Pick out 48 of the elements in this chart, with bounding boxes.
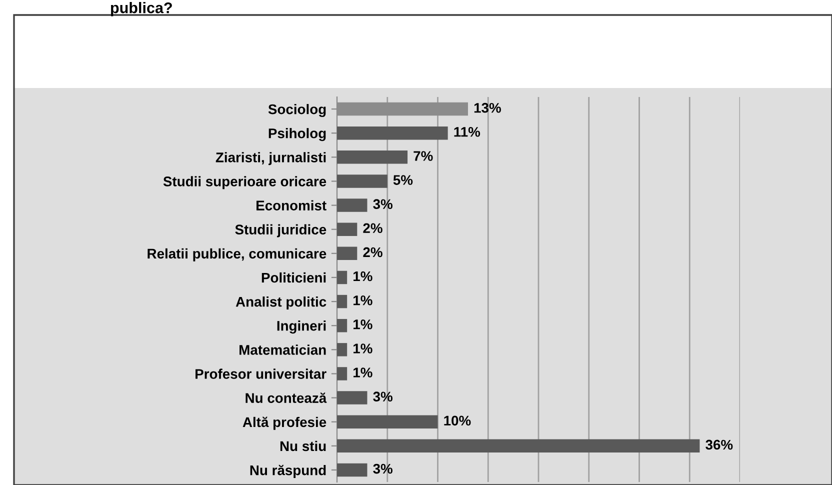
bar (337, 126, 448, 140)
bar (337, 222, 358, 236)
bar (337, 415, 438, 428)
y-tick-label: Studii superioare oricare (163, 176, 326, 190)
data-label: 1% (354, 320, 372, 330)
y-tick-label: Matematician (240, 344, 326, 355)
bar (337, 367, 348, 380)
data-label: 5% (393, 175, 413, 185)
bar (337, 270, 348, 284)
bar (337, 198, 368, 212)
data-label: 3% (373, 392, 392, 402)
data-label: 1% (354, 295, 372, 306)
y-tick-label: Ziaristi, jurnalisti (216, 152, 326, 166)
y-tick-label: Profesor universitar (196, 368, 326, 379)
bar (337, 343, 348, 356)
y-tick-label: Ingineri (277, 320, 326, 334)
data-label: 10% (444, 416, 471, 426)
bar (337, 174, 388, 188)
text: publica? (111, 2, 172, 16)
y-tick-label: Studii juridice (235, 224, 326, 238)
y-tick-label: Sociolog (268, 104, 326, 118)
y-tick-label: Nu stiu (280, 440, 326, 452)
data-label: 36% (706, 440, 733, 450)
y-tick-label: Psiholog (268, 128, 326, 142)
data-label: 7% (414, 151, 433, 161)
data-label: 1% (354, 368, 372, 378)
bar (337, 463, 368, 477)
y-tick-label: Politicieni (262, 272, 326, 283)
data-label: 1% (354, 344, 372, 354)
y-tick-label: Nu contează (246, 392, 327, 403)
bar (337, 246, 358, 260)
bar (337, 294, 348, 308)
data-label: 2% (363, 223, 382, 234)
y-tick-label: Nu răspund (250, 464, 326, 478)
bar (337, 391, 368, 404)
data-label: 13% (474, 102, 501, 113)
data-label: 3% (373, 464, 392, 474)
y-tick-label: Altă profesie (242, 416, 326, 430)
bar (337, 318, 348, 332)
y-tick-label: Analist politic (236, 296, 326, 310)
bar (337, 439, 700, 453)
data-label: 11% (454, 127, 480, 137)
data-label: 3% (373, 199, 392, 210)
data-label: 2% (363, 247, 382, 258)
bar (337, 150, 408, 164)
y-tick-label: Economist (256, 200, 326, 210)
data-label: 1% (354, 271, 372, 282)
y-tick-label: Relatii publice, comunicare (148, 248, 326, 262)
